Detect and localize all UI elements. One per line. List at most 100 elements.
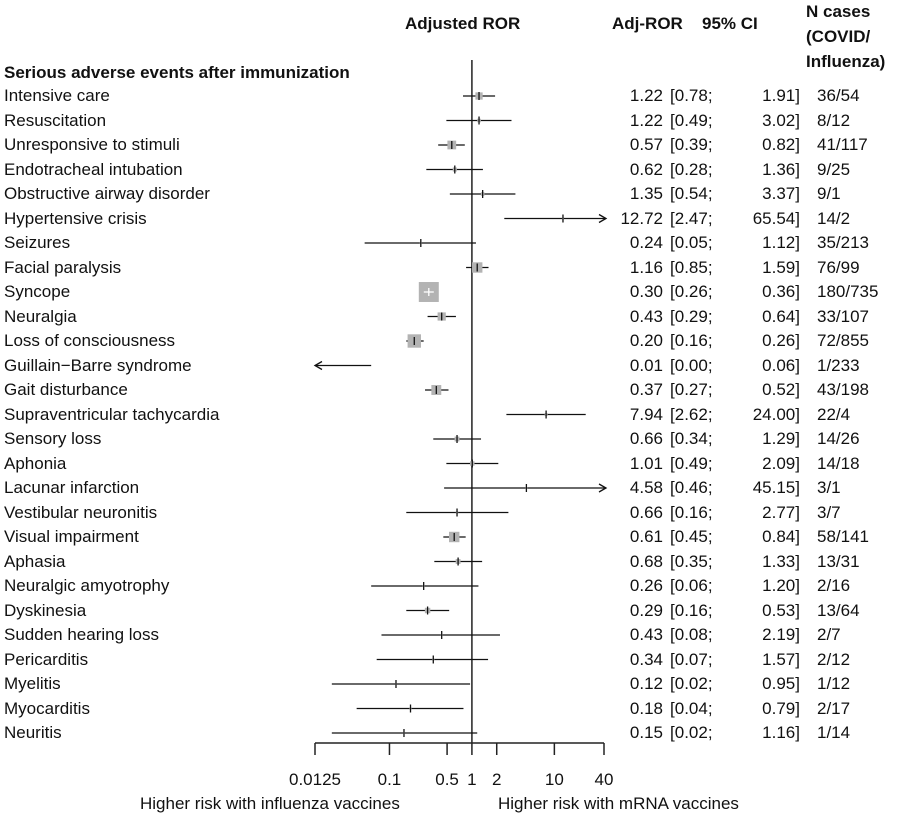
ci-bracket: [ [670,600,675,620]
ror-value: 0.26 [629,576,663,595]
ci-bracket: [ [670,135,675,154]
ror-value: 0.37 [629,380,663,399]
ci-lower: 0.04 [674,698,708,718]
ci-bracket: [ [670,576,675,595]
ci-bracket: [ [670,233,675,252]
ci-lower: 0.16 [674,600,708,620]
ror-value: 0.20 [629,331,663,350]
ci-upper-wrap: 0.64] [762,307,800,327]
ci-separator: ; [707,600,713,620]
ci-bracket: ] [795,600,800,620]
ci-bracket: ] [795,86,800,105]
ci-bracket: [ [670,257,675,277]
group-label: Serious adverse events after immunizatio… [4,63,350,82]
cases-value: 13/64 [817,600,860,620]
ci-value: [0.05; [670,233,713,253]
ci-upper-wrap: 1.59] [762,258,800,278]
cases-value: 2/7 [817,625,841,644]
x-label-right: Higher risk with mRNA vaccines [498,794,739,813]
cases-value: 3/7 [817,502,841,522]
row-label: Neuritis [4,723,62,742]
ror-value: 0.43 [629,306,663,326]
ci-upper: 1.36 [762,159,796,179]
ci-separator: ; [707,576,713,595]
ci-lower: 0.49 [674,110,708,130]
ci-upper-wrap: 0.84] [762,527,800,547]
ror-value: 0.18 [629,698,663,718]
ror-value: 1.35 [629,184,663,203]
ci-lower: 0.05 [674,233,708,252]
ror-value: 0.30 [629,282,663,301]
ci-upper-wrap: 0.95] [762,674,800,694]
ci-value: [0.26; [670,282,713,302]
ci-upper: 0.82 [762,135,796,154]
cases-value: 43/198 [817,380,869,399]
ci-upper: 0.53 [762,600,796,620]
ci-upper: 1.29 [762,429,796,448]
ci-bracket: [ [670,110,675,130]
ci-upper: 1.59 [762,257,796,277]
ci-bracket: ] [795,527,800,546]
ci-upper: 1.57 [762,649,796,669]
ci-bracket: ] [795,306,800,326]
ci-bracket: ] [795,698,800,718]
ci-value: [0.78; [670,86,713,106]
ci-bracket: [ [670,208,675,228]
cases-value: 22/4 [817,404,851,424]
ci-bracket: [ [670,649,675,669]
ci-bracket: ] [795,453,800,473]
row-label: Obstructive airway disorder [4,184,210,203]
ci-upper: 0.06 [762,355,796,375]
ci-upper-wrap: 1.20] [762,576,800,596]
ci-bracket: ] [795,380,800,399]
row-label: Myocarditis [4,698,90,718]
ci-upper-wrap: 0.53] [762,601,800,621]
ci-upper-wrap: 1.33] [762,552,800,572]
x-label-left: Higher risk with influenza vaccines [140,794,400,813]
cases-value: 1/233 [817,355,860,375]
x-tick-label: 40 [594,770,614,789]
row-label: Guillain−Barre syndrome [4,355,192,375]
ci-bracket: ] [795,674,800,693]
ror-value: 0.66 [629,502,663,522]
ci-upper: 0.36 [762,282,796,301]
ror-value: 0.43 [629,625,663,644]
row-label: Syncope [4,282,71,301]
ci-separator: ; [707,674,713,693]
ci-arrow-right [598,213,608,224]
row-label: Endotracheal intubation [4,159,183,179]
ci-upper-wrap: 0.26] [762,331,800,351]
ror-value: 0.24 [629,233,663,252]
row-label: Neuralgia [4,306,77,326]
ror-value: 0.68 [629,551,663,571]
x-tick-label: 0.0125 [289,770,341,789]
row-label: Loss of consciousness [4,331,176,350]
ci-bracket: [ [670,380,675,399]
ci-upper: 1.16 [762,723,796,742]
ci-upper-wrap: 65.54] [753,209,800,229]
ci-value: [0.28; [670,160,713,180]
cases-value: 1/12 [817,674,851,693]
ci-separator: ; [707,110,713,130]
ci-bracket: ] [795,355,800,375]
row-label: Gait disturbance [4,380,128,399]
ci-lower: 2.62 [674,404,708,424]
cases-value: 76/99 [817,257,860,277]
ci-value: [0.27; [670,380,713,400]
cases-value: 41/117 [817,135,868,154]
ci-lower: 0.08 [674,625,708,644]
ci-header: 95% CI [702,14,758,33]
ci-upper: 0.26 [762,331,796,350]
ci-bracket: [ [670,306,675,326]
cases-value: 36/54 [817,86,860,105]
ci-value: [0.35; [670,552,713,572]
ci-value: [2.62; [670,405,713,425]
ci-value: [0.49; [670,454,713,474]
estimate-header: Adj-ROR [612,14,683,33]
cases-header-line1: N cases [806,2,871,21]
ci-bracket: [ [670,331,675,350]
row-label: Neuralgic amyotrophy [4,576,170,595]
ci-value: [0.00; [670,356,713,376]
ror-value: 4.58 [629,478,663,497]
ci-upper: 0.84 [762,527,796,546]
